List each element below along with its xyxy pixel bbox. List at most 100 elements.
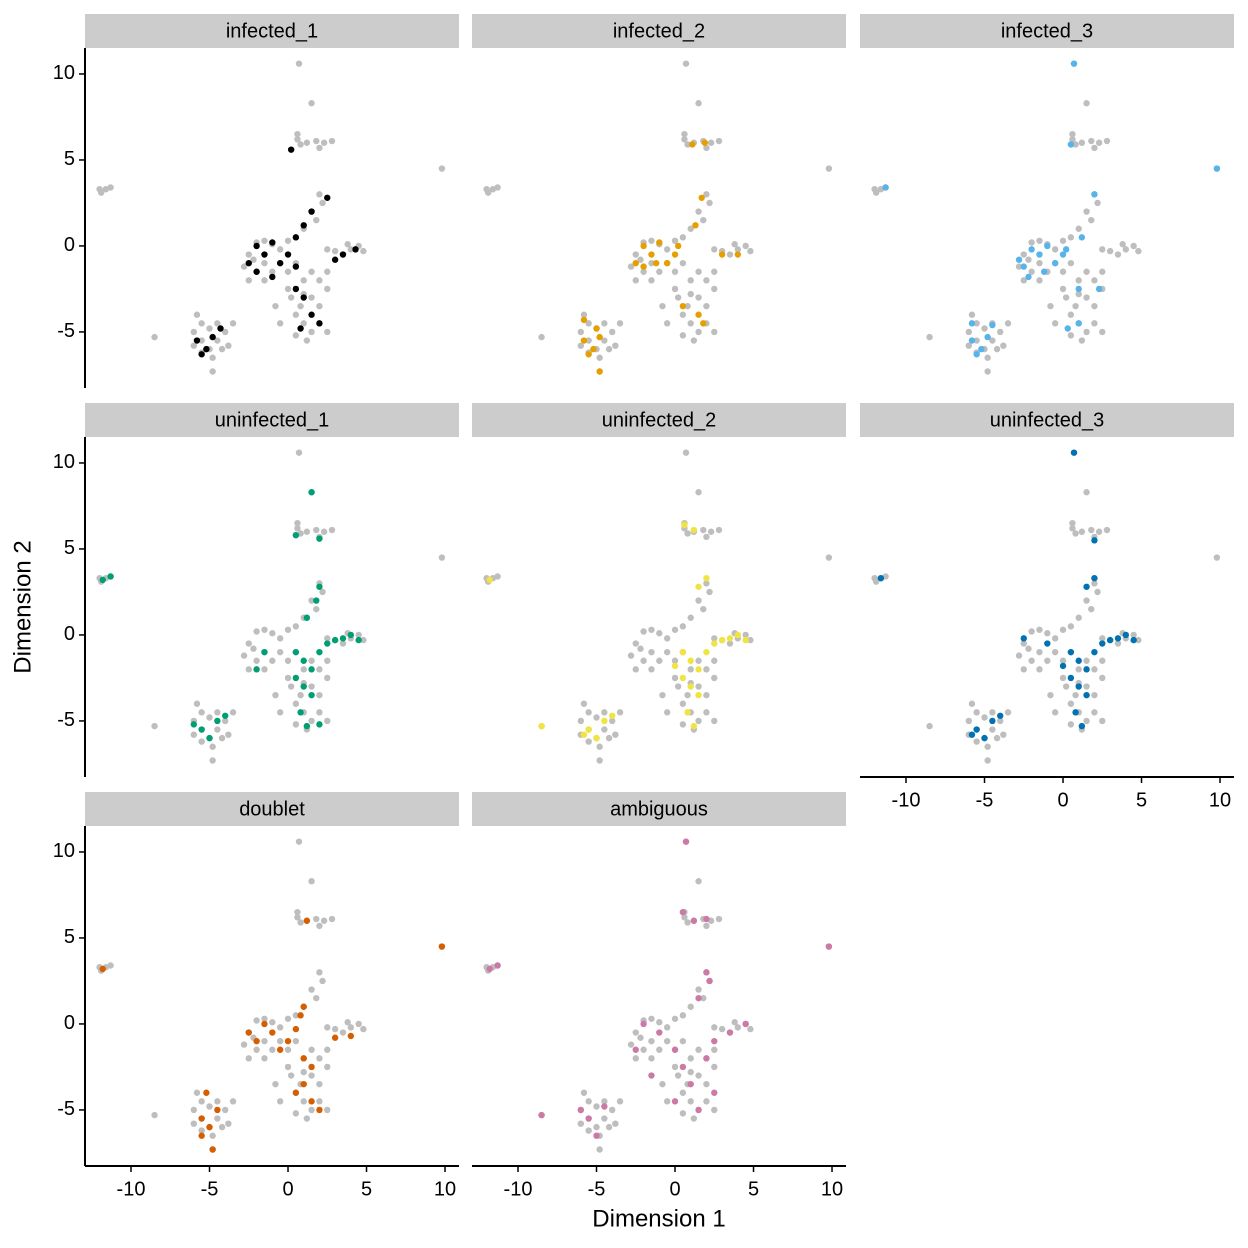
background-point xyxy=(684,530,691,537)
facet-panel: uninfected_1 -5 0 5 10 xyxy=(53,403,459,777)
background-point xyxy=(605,1123,613,1131)
background-point xyxy=(300,666,307,673)
background-point xyxy=(671,237,679,244)
facet-panel: uninfected_3 -10 -5 0 5 10 xyxy=(860,403,1234,811)
background-point xyxy=(308,878,315,885)
background-point xyxy=(601,320,608,327)
point xyxy=(679,908,687,916)
background-point xyxy=(253,657,260,664)
background-point xyxy=(695,294,702,301)
point xyxy=(355,636,362,644)
background-point xyxy=(538,333,545,341)
point xyxy=(313,597,320,604)
background-point xyxy=(360,636,367,644)
point xyxy=(679,648,687,656)
background-point xyxy=(593,1103,600,1110)
point xyxy=(292,1089,300,1096)
point xyxy=(107,573,114,580)
background-point xyxy=(328,915,336,923)
background-point xyxy=(684,141,691,148)
point xyxy=(300,294,307,301)
background-point xyxy=(292,700,300,707)
background-point xyxy=(151,333,158,341)
background-point xyxy=(1059,237,1067,244)
background-point xyxy=(648,259,655,267)
background-point xyxy=(711,268,718,275)
point xyxy=(989,321,996,329)
point xyxy=(1072,709,1079,716)
background-point xyxy=(316,144,323,152)
point xyxy=(679,302,687,310)
background-point xyxy=(313,605,320,613)
point xyxy=(1075,683,1082,690)
background-point xyxy=(1059,657,1067,664)
background-point xyxy=(1028,268,1035,275)
background-point xyxy=(1004,320,1012,327)
background-point xyxy=(316,969,323,976)
background-point xyxy=(198,709,205,716)
background-point xyxy=(700,216,707,224)
background-point xyxy=(218,345,226,353)
point xyxy=(1075,285,1082,293)
background-point xyxy=(687,290,694,298)
point xyxy=(269,1029,276,1036)
background-point xyxy=(993,734,1001,742)
background-point xyxy=(209,354,216,361)
background-point xyxy=(742,242,749,250)
background-point xyxy=(1044,630,1051,637)
background-point xyxy=(222,717,229,725)
background-point xyxy=(648,277,655,284)
point xyxy=(690,526,698,534)
point xyxy=(316,583,323,590)
background-point xyxy=(1091,709,1098,716)
point xyxy=(331,636,339,644)
background-point xyxy=(229,709,237,716)
point xyxy=(656,239,663,246)
point xyxy=(297,325,304,332)
point xyxy=(1091,537,1098,544)
background-point xyxy=(1036,259,1043,267)
background-point xyxy=(731,241,738,248)
background-point xyxy=(320,528,328,535)
point xyxy=(292,648,300,656)
point xyxy=(292,1025,300,1033)
y-tick-label: 0 xyxy=(64,234,75,256)
facet-panel: ambiguous -10 -5 0 5 10 xyxy=(472,792,846,1200)
background-point xyxy=(198,1098,205,1105)
background-point xyxy=(687,225,694,232)
point xyxy=(284,1037,292,1045)
strip xyxy=(860,403,1234,437)
background-point xyxy=(601,1115,608,1122)
background-point xyxy=(250,256,257,263)
point xyxy=(1020,263,1027,270)
point xyxy=(703,915,710,923)
background-point xyxy=(585,709,592,716)
background-point xyxy=(926,333,933,341)
background-point xyxy=(616,320,624,327)
background-point xyxy=(292,1012,300,1019)
strip-text: uninfected_1 xyxy=(215,409,330,431)
point xyxy=(585,1115,592,1122)
background-point xyxy=(687,277,694,284)
background-point xyxy=(1047,302,1054,310)
background-point xyxy=(1000,342,1007,349)
background-point xyxy=(1072,141,1079,148)
point xyxy=(206,1123,213,1131)
x-tick-label: -10 xyxy=(892,789,921,811)
background-point xyxy=(596,354,603,361)
background-point xyxy=(214,709,221,716)
background-point xyxy=(695,683,702,690)
background-point xyxy=(687,666,694,673)
background-point xyxy=(316,1080,323,1088)
point xyxy=(214,1106,221,1114)
background-point xyxy=(1051,246,1059,253)
point xyxy=(1064,325,1071,332)
point xyxy=(640,242,647,250)
background-point xyxy=(308,683,315,690)
background-point xyxy=(206,714,213,721)
point xyxy=(718,251,726,258)
background-point xyxy=(1083,683,1090,690)
background-point xyxy=(316,709,323,716)
point xyxy=(276,259,284,267)
background-point xyxy=(319,977,326,985)
